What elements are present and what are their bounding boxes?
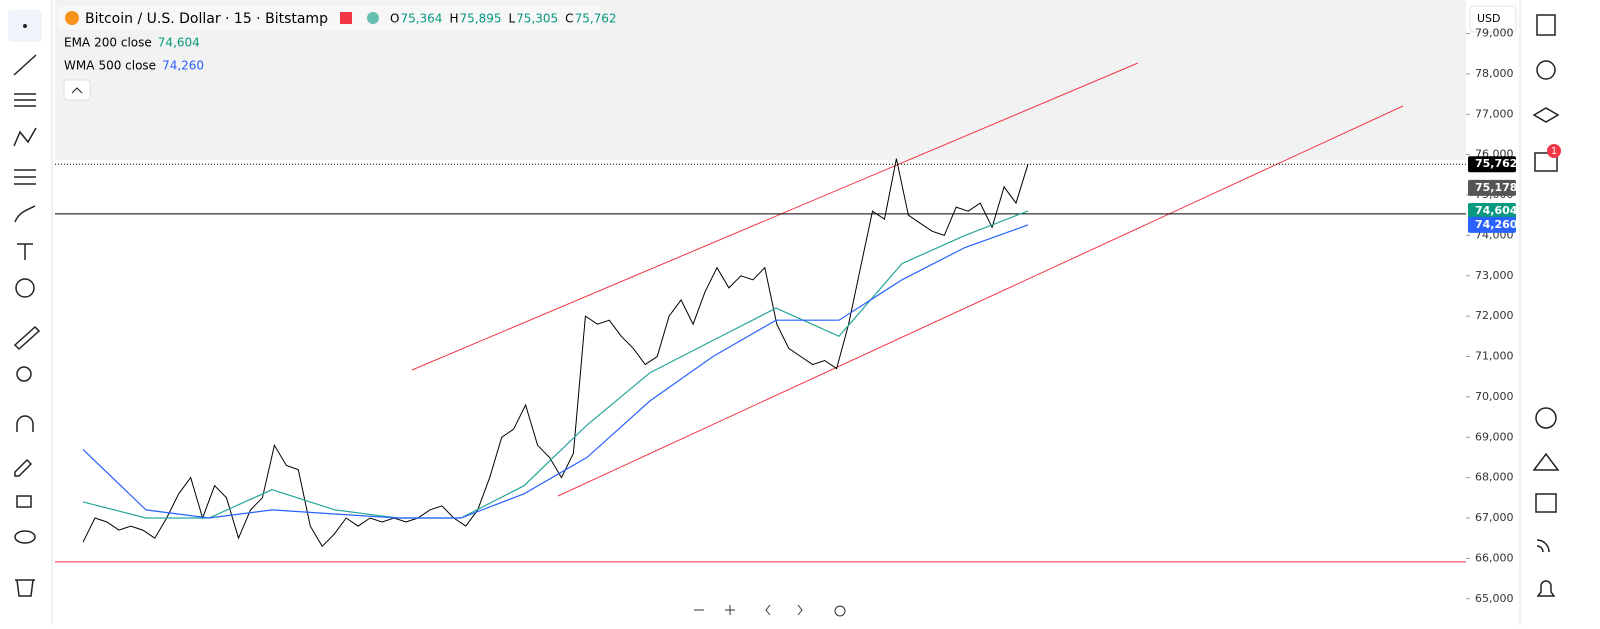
ohlc-value: 75,762	[575, 12, 617, 26]
scroll-right[interactable]	[797, 604, 803, 616]
indicator-name: EMA	[64, 36, 91, 50]
collapse-button[interactable]	[63, 79, 91, 101]
ohlc: O 75,364 H 75,895 L 75,305 C 75,762	[390, 12, 617, 26]
measure-tool[interactable]	[13, 325, 41, 351]
calendar-button[interactable]	[1535, 493, 1557, 513]
ohlc-key: C	[565, 12, 573, 26]
cursor-icon	[23, 24, 27, 28]
indicator-value: 74,260	[162, 59, 204, 73]
alerts-button[interactable]	[1536, 60, 1556, 80]
market-status	[367, 12, 379, 24]
y-tick-label: 67,000	[1475, 511, 1514, 524]
y-tick-label: 77,000	[1475, 107, 1514, 120]
y-tick-label: 71,000	[1475, 350, 1514, 363]
y-tick-label: 72,000	[1475, 309, 1514, 322]
pattern-tool[interactable]	[13, 127, 37, 147]
trash-tool[interactable]	[15, 579, 35, 597]
left-toolbar	[8, 10, 42, 597]
price-label: 74,604	[1475, 204, 1518, 217]
price-label-bg	[1468, 216, 1516, 233]
ideas-button[interactable]	[1532, 452, 1560, 471]
emoji-tool[interactable]	[15, 278, 35, 298]
scroll-left[interactable]	[765, 604, 771, 616]
ohlc-value: 75,305	[516, 12, 558, 26]
watchlist-button[interactable]	[1536, 14, 1556, 36]
price-label-bg	[1468, 202, 1516, 219]
visibility-tool[interactable]	[14, 530, 36, 544]
series-line	[82, 158, 1029, 548]
price-label: 74,260	[1475, 218, 1518, 231]
trendline-tool[interactable]	[13, 54, 37, 76]
price-label-bg	[1468, 179, 1516, 196]
brush-tool[interactable]	[14, 205, 36, 223]
right-sidebar: 1	[1532, 14, 1561, 597]
zoom-in[interactable]	[725, 605, 735, 615]
channel-lower[interactable]	[557, 105, 1404, 497]
zoom-tool[interactable]	[16, 366, 32, 382]
currency-button[interactable]	[1469, 5, 1517, 33]
price-label: 75,762	[1475, 157, 1517, 170]
reset[interactable]	[834, 605, 846, 617]
stream-button[interactable]	[1536, 539, 1550, 553]
channel-upper[interactable]	[411, 62, 1139, 371]
layers-button[interactable]	[1532, 107, 1560, 123]
price-label: 75,178	[1475, 181, 1517, 194]
y-tick-label: 66,000	[1475, 551, 1514, 564]
indicators: EMA 200 close 74,604 WMA 500 close 74,260	[64, 36, 204, 73]
chat-button[interactable]	[1534, 152, 1558, 172]
collapse-icon	[71, 87, 83, 94]
y-tick-label: 70,000	[1475, 390, 1514, 403]
target-button[interactable]	[1535, 407, 1557, 429]
ohlc-key: H	[449, 12, 458, 26]
badge-count: 1	[1551, 146, 1557, 157]
lock-tool[interactable]	[16, 495, 32, 508]
symbol[interactable]: Bitcoin / U.S. Dollar · 15 · Bitstamp	[85, 11, 328, 27]
ohlc-key: O	[390, 12, 399, 26]
fib-tool[interactable]	[14, 93, 36, 107]
indicator-name: WMA	[64, 59, 95, 73]
ohlc-value: 75,895	[459, 12, 501, 26]
btc-icon	[65, 11, 79, 25]
y-tick-label: 78,000	[1475, 67, 1514, 80]
indicator-value: 74,604	[158, 36, 200, 50]
y-tick-label: 68,000	[1475, 471, 1514, 484]
forecast-tool[interactable]	[14, 169, 36, 185]
currency[interactable]: USD	[1477, 12, 1501, 25]
text-tool[interactable]	[17, 243, 33, 260]
lock-draw-tool[interactable]	[14, 458, 33, 477]
y-tick-label: 73,000	[1475, 269, 1514, 282]
series-line	[82, 224, 1029, 519]
price-label-bg	[1468, 156, 1516, 173]
flag[interactable]	[340, 12, 352, 24]
ohlc-key: L	[508, 12, 515, 26]
y-tick-label: 65,000	[1475, 592, 1514, 605]
notifications-button[interactable]	[1536, 580, 1556, 597]
navigation-controls	[694, 604, 846, 617]
ohlc-value: 75,364	[400, 12, 442, 26]
y-tick-label: 69,000	[1475, 430, 1514, 443]
badge	[1547, 144, 1561, 158]
legend-bg	[58, 6, 600, 30]
y-tick-label: 79,000	[1475, 27, 1514, 40]
indicator-params: 500 close	[98, 59, 156, 73]
indicator-params: 200 close	[94, 36, 152, 50]
magnet-tool[interactable]	[16, 415, 34, 432]
